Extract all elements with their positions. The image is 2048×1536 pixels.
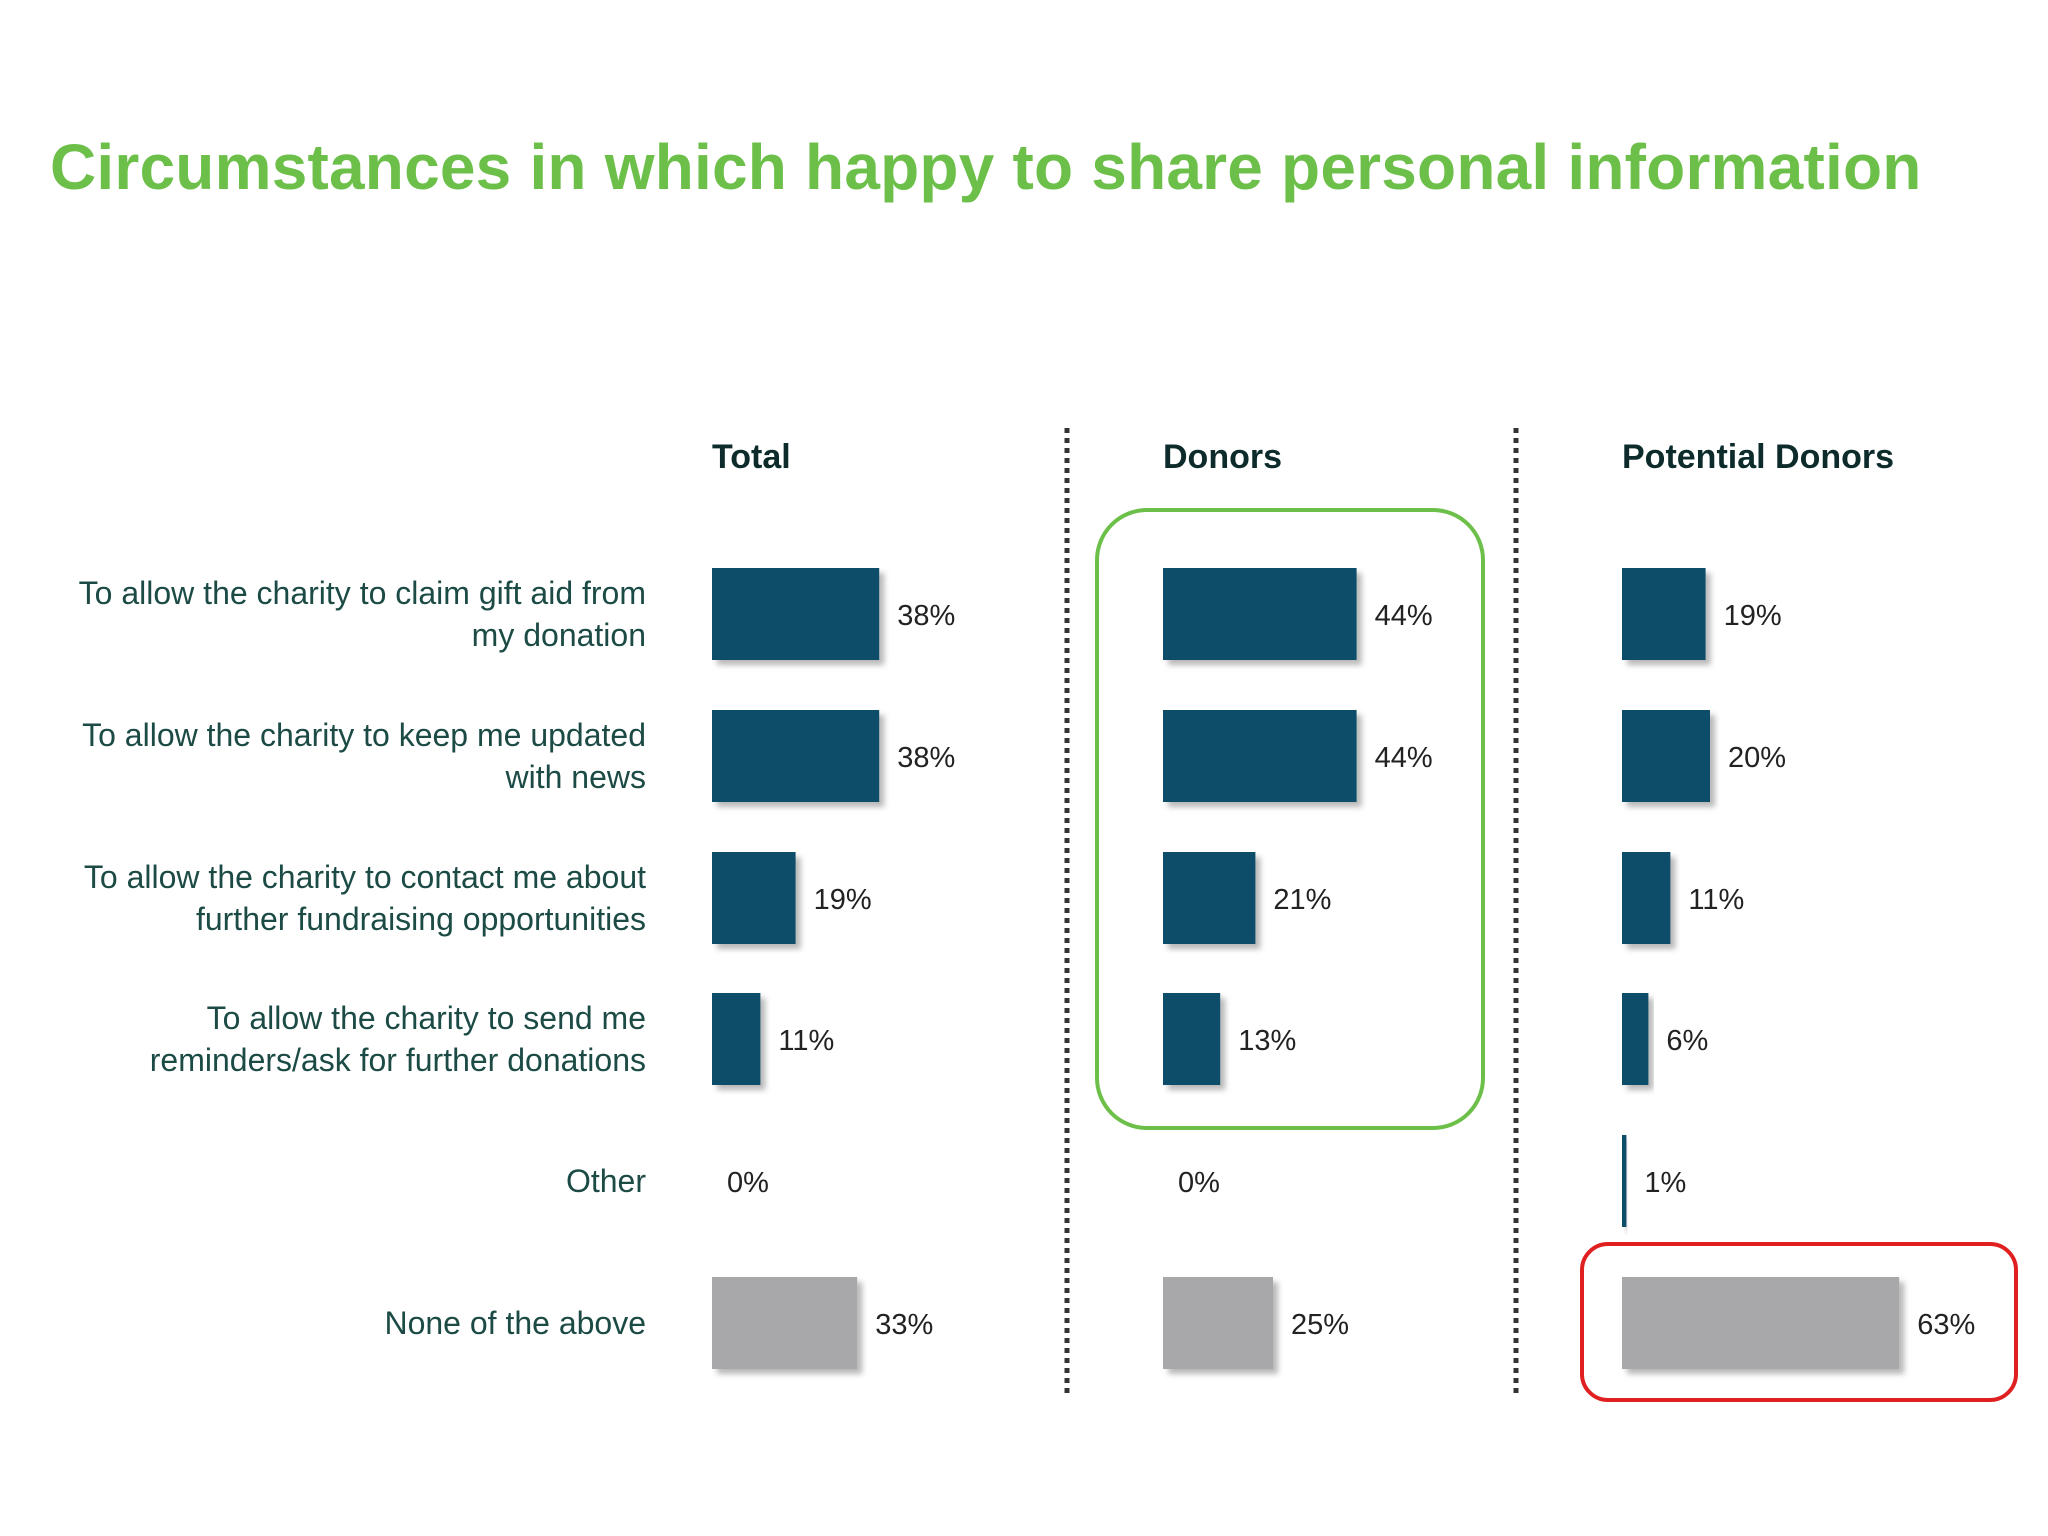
value-label: 38% <box>897 742 955 774</box>
category-label: reminders/ask for further donations <box>150 1042 646 1078</box>
bar <box>1622 710 1710 802</box>
bar <box>1163 993 1221 1085</box>
value-label: 63% <box>1917 1309 1975 1341</box>
value-label: 6% <box>1666 1025 1708 1057</box>
page-title: Circumstances in which happy to share pe… <box>50 131 1922 203</box>
bar <box>712 568 880 660</box>
panel-potential-donors: Potential Donors 19% 20% 11% 6% 1% 63% <box>1622 438 1975 1369</box>
value-label: 0% <box>727 1167 769 1199</box>
value-label: 38% <box>897 600 955 632</box>
panel-title: Potential Donors <box>1622 438 1894 476</box>
bar <box>1163 1277 1273 1369</box>
panel-dividers <box>1064 428 1519 1398</box>
value-label: 20% <box>1728 742 1786 774</box>
category-label: To allow the charity to send me <box>207 1000 646 1036</box>
chart-panels: Total 38% 38% 19% 11% 0% 33% Donors 44% 44% 21% 13%… <box>712 438 1975 1369</box>
bar <box>1622 1277 1900 1369</box>
category-label: To allow the charity to keep me updated <box>82 717 646 753</box>
category-label: with news <box>505 759 647 795</box>
category-label: Other <box>566 1163 646 1199</box>
bar <box>712 993 761 1085</box>
panel-title: Total <box>712 438 791 476</box>
value-label: 25% <box>1291 1309 1349 1341</box>
donors-highlight-box <box>1095 508 1485 1130</box>
bar <box>1163 710 1357 802</box>
value-label: 21% <box>1273 884 1331 916</box>
category-labels: To allow the charity to claim gift aid f… <box>79 575 647 1341</box>
category-label: further fundraising opportunities <box>196 901 646 937</box>
bar <box>1163 852 1256 944</box>
value-label: 11% <box>1688 884 1744 916</box>
category-label: None of the above <box>384 1305 646 1341</box>
bar <box>712 1277 858 1369</box>
panel-total: Total 38% 38% 19% 11% 0% 33% <box>712 438 955 1369</box>
bar <box>1622 568 1706 660</box>
potential-donors-highlight-box <box>1580 1242 2018 1402</box>
value-label: 19% <box>1724 600 1782 632</box>
value-label: 19% <box>814 884 872 916</box>
bar <box>712 852 796 944</box>
bar <box>1622 852 1671 944</box>
panel-title: Donors <box>1163 438 1282 476</box>
value-label: 13% <box>1238 1025 1296 1057</box>
highlight-boxes <box>1095 508 2018 1402</box>
bar <box>1622 993 1649 1085</box>
value-label: 33% <box>875 1309 933 1341</box>
value-label: 1% <box>1644 1167 1686 1199</box>
value-label: 44% <box>1375 600 1433 632</box>
bar <box>1622 1135 1627 1227</box>
category-label: my donation <box>472 617 646 653</box>
value-label: 0% <box>1178 1167 1220 1199</box>
panel-donors: Donors 44% 44% 21% 13% 0% 25% <box>1163 438 1433 1369</box>
value-label: 11% <box>778 1025 834 1057</box>
category-label: To allow the charity to claim gift aid f… <box>79 575 646 611</box>
bar <box>1163 568 1357 660</box>
value-label: 44% <box>1375 742 1433 774</box>
category-label: To allow the charity to contact me about <box>84 859 646 895</box>
bar <box>712 710 880 802</box>
